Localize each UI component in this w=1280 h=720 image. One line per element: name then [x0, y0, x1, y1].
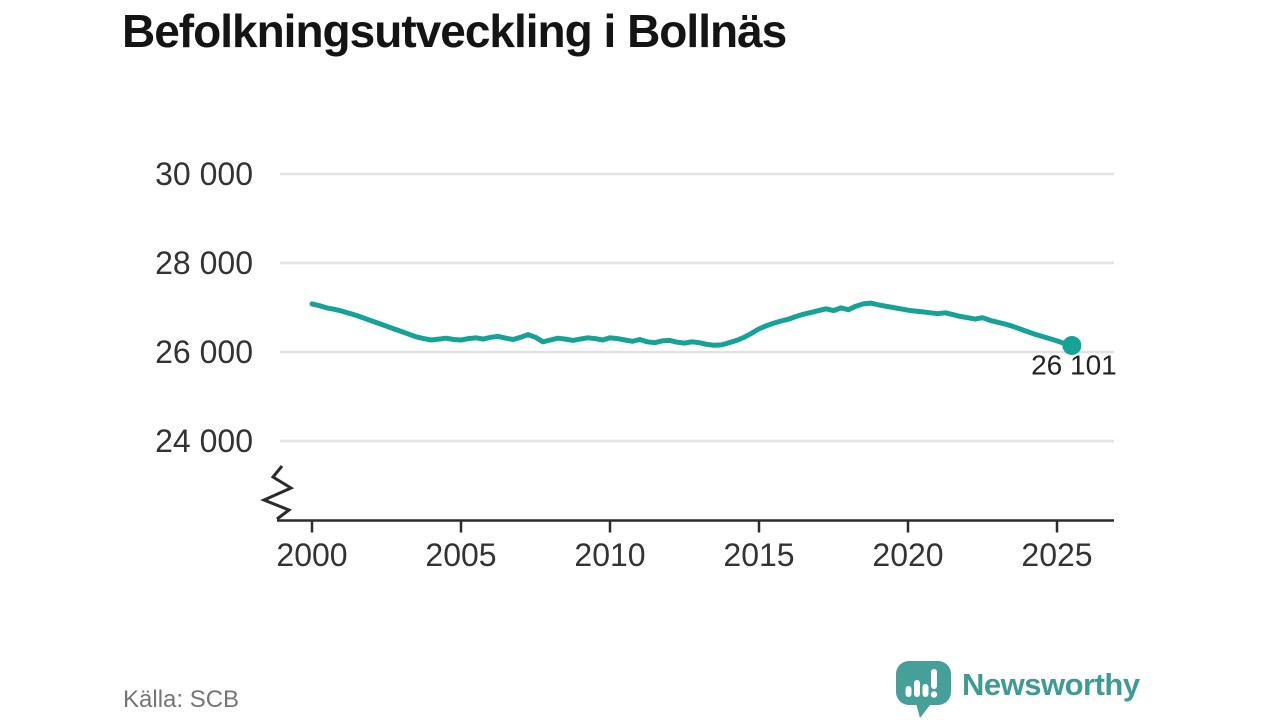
x-tick-label: 2025: [1021, 537, 1092, 573]
chart-title: Befolkningsutveckling i Bollnäs: [122, 5, 787, 57]
exclamation-bar-icon: [931, 669, 937, 689]
y-tick-label: 24 000: [155, 423, 253, 459]
x-tick-label: 2020: [872, 537, 943, 573]
x-tick-label: 2010: [574, 537, 645, 573]
population-line: [309, 300, 1075, 350]
y-tick-label: 28 000: [155, 245, 253, 281]
bar-icon-3: [922, 684, 929, 697]
brand-wordmark: Newsworthy: [962, 667, 1140, 702]
source-label: Källa: SCB: [123, 686, 240, 713]
brand-logo: Newsworthy: [896, 661, 1140, 718]
x-tick-label: 2015: [723, 537, 794, 573]
bar-icon-2: [914, 680, 920, 697]
bar-icon-1: [905, 686, 912, 697]
newsworthy-speech-bubble-icon: [896, 661, 951, 718]
end-point-dot: [1062, 336, 1082, 356]
axis-break-icon: [260, 465, 295, 521]
y-tick-label: 30 000: [155, 156, 253, 192]
exclamation-dot-icon: [930, 691, 938, 698]
x-tick-label: 2000: [276, 537, 347, 573]
y-tick-label: 26 000: [155, 334, 253, 370]
end-value-label: 26 101: [1031, 350, 1117, 381]
x-tick-label: 2005: [425, 537, 496, 573]
